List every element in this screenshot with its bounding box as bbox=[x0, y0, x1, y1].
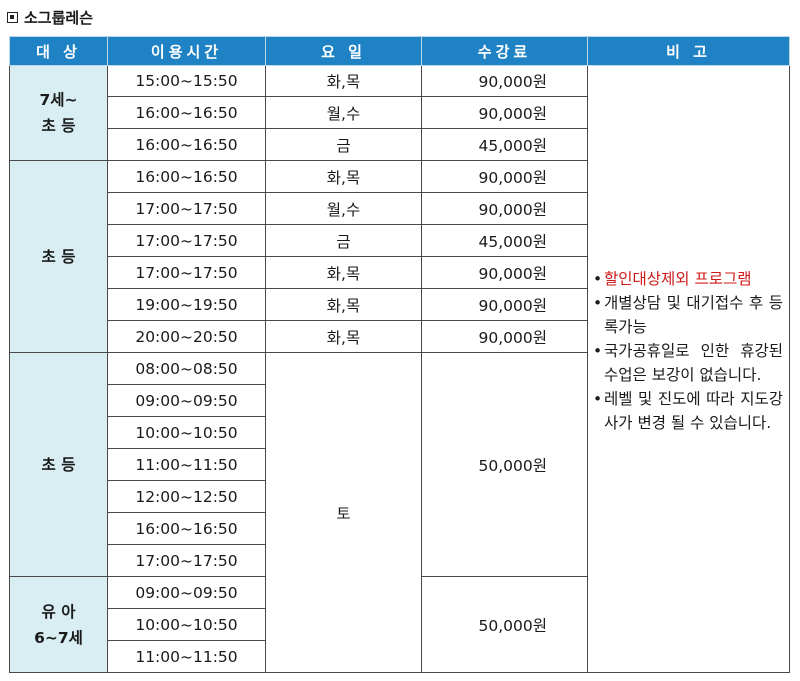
table-row: 11:00~11:50 bbox=[10, 640, 790, 673]
time-cell: 19:00~19:50 bbox=[107, 288, 266, 321]
header-time: 이용시간 bbox=[107, 36, 266, 66]
day-cell: 화,목 bbox=[265, 160, 422, 193]
time-cell: 11:00~11:50 bbox=[107, 448, 266, 481]
fee-cell: 90,000원 bbox=[421, 320, 588, 353]
time-cell: 09:00~09:50 bbox=[107, 576, 266, 609]
schedule-table: 대 상 이용시간 요 일 수강료 비 고 7세~ 초 등 15:00~15:50… bbox=[9, 36, 790, 673]
section-title: 소그룹레슨 bbox=[7, 6, 93, 28]
table-row: 16:00~16:50 금 45,000원 bbox=[10, 128, 790, 161]
fee-cell: 90,000원 bbox=[421, 65, 588, 97]
table-row: 7세~ 초 등 15:00~15:50 화,목 90,000원 할인대상제외 프… bbox=[9, 65, 790, 673]
target-cell: 유 아 6~7세 bbox=[9, 576, 108, 673]
fee-cell: 90,000원 bbox=[421, 160, 588, 193]
day-cell: 월,수 bbox=[265, 96, 422, 129]
table-row: 유 아 6~7세 09:00~09:50 50,000원 bbox=[9, 576, 790, 673]
table-row: 16:00~16:50 bbox=[10, 512, 790, 545]
time-cell: 16:00~16:50 bbox=[107, 512, 266, 545]
table-row: 16:00~16:50 월,수 90,000원 bbox=[10, 96, 790, 129]
fee-cell: 90,000원 bbox=[421, 192, 588, 225]
table-row: 초 등 08:00~08:50 토 50,000원 bbox=[9, 352, 790, 673]
header-row: 대 상 이용시간 요 일 수강료 비 고 bbox=[9, 36, 790, 66]
header-day: 요 일 bbox=[265, 36, 422, 66]
table-row: 17:00~17:50 월,수 90,000원 bbox=[10, 192, 790, 225]
time-cell: 15:00~15:50 bbox=[107, 65, 266, 97]
list-item: 할인대상제외 프로그램 bbox=[591, 267, 783, 291]
fee-cell: 50,000원 bbox=[421, 352, 588, 577]
list-item: 개별상담 및 대기접수 후 등록가능 bbox=[591, 291, 783, 339]
target-cell: 초 등 bbox=[9, 352, 108, 577]
table-row: 11:00~11:50 bbox=[10, 448, 790, 481]
section-title-text: 소그룹레슨 bbox=[24, 8, 94, 27]
day-cell: 금 bbox=[265, 224, 422, 257]
day-cell: 화,목 bbox=[265, 256, 422, 289]
time-cell: 12:00~12:50 bbox=[107, 480, 266, 513]
list-item: 국가공휴일로 인한 휴강된 수업은 보강이 없습니다. bbox=[591, 339, 783, 387]
time-cell: 08:00~08:50 bbox=[107, 352, 266, 385]
day-cell: 화,목 bbox=[265, 320, 422, 353]
time-cell: 17:00~17:50 bbox=[107, 544, 266, 577]
fee-cell: 45,000원 bbox=[421, 128, 588, 161]
fee-cell: 90,000원 bbox=[421, 96, 588, 129]
day-cell: 화,목 bbox=[265, 65, 422, 97]
list-item: 레벨 및 진도에 따라 지도강사가 변경 될 수 있습니다. bbox=[591, 387, 783, 435]
time-cell: 17:00~17:50 bbox=[107, 192, 266, 225]
time-cell: 16:00~16:50 bbox=[107, 96, 266, 129]
table-row: 12:00~12:50 bbox=[10, 480, 790, 513]
time-cell: 16:00~16:50 bbox=[107, 128, 266, 161]
square-bullet-icon bbox=[7, 11, 18, 23]
table-row: 17:00~17:50 화,목 90,000원 bbox=[10, 256, 790, 289]
day-cell-saturday: 토 bbox=[265, 352, 422, 673]
fee-cell: 90,000원 bbox=[421, 288, 588, 321]
time-cell: 20:00~20:50 bbox=[107, 320, 266, 353]
time-cell: 17:00~17:50 bbox=[107, 224, 266, 257]
time-cell: 09:00~09:50 bbox=[107, 384, 266, 417]
table-row: 초 등 16:00~16:50 화,목 90,000원 bbox=[9, 160, 790, 353]
header-target: 대 상 bbox=[9, 36, 108, 66]
fee-cell: 50,000원 bbox=[421, 576, 588, 673]
target-cell: 초 등 bbox=[9, 160, 108, 353]
notes-list: 할인대상제외 프로그램 개별상담 및 대기접수 후 등록가능 국가공휴일로 인한… bbox=[588, 66, 789, 435]
day-cell: 월,수 bbox=[265, 192, 422, 225]
time-cell: 10:00~10:50 bbox=[107, 608, 266, 641]
target-cell: 7세~ 초 등 bbox=[9, 65, 108, 161]
day-cell: 금 bbox=[265, 128, 422, 161]
header-note: 비 고 bbox=[587, 36, 790, 66]
time-cell: 16:00~16:50 bbox=[107, 160, 266, 193]
header-fee: 수강료 bbox=[421, 36, 588, 66]
fee-cell: 45,000원 bbox=[421, 224, 588, 257]
time-cell: 10:00~10:50 bbox=[107, 416, 266, 449]
fee-cell: 90,000원 bbox=[421, 256, 588, 289]
time-cell: 17:00~17:50 bbox=[107, 256, 266, 289]
time-cell: 11:00~11:50 bbox=[107, 640, 266, 673]
notes-cell: 할인대상제외 프로그램 개별상담 및 대기접수 후 등록가능 국가공휴일로 인한… bbox=[587, 65, 790, 673]
day-cell: 화,목 bbox=[265, 288, 422, 321]
